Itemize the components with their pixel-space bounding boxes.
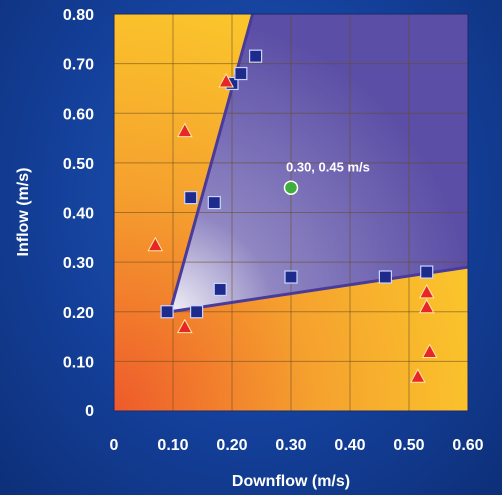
- boundary-line: [169, 265, 468, 314]
- y-tick-label: 0.30: [63, 255, 94, 272]
- square-marker: [378, 270, 392, 284]
- triangle-marker: [147, 236, 164, 252]
- circle-marker: [283, 180, 299, 195]
- triangle-marker: [410, 368, 426, 383]
- y-tick-label: 0.40: [63, 206, 94, 223]
- x-tick-label: 0: [110, 437, 119, 454]
- y-tick-label: 0.80: [63, 7, 94, 24]
- plot-frame: [113, 13, 469, 412]
- triangle-marker: [218, 72, 234, 88]
- square-marker: [207, 195, 221, 210]
- square-marker: [213, 282, 227, 297]
- data-points: [147, 49, 438, 383]
- square-marker: [190, 305, 204, 319]
- y-tick-label: 0.10: [63, 354, 94, 371]
- triangle-marker: [176, 318, 193, 334]
- x-axis-title: Downflow (m/s): [232, 473, 350, 490]
- square-marker: [160, 305, 174, 319]
- point-annotation: 0.30, 0.45 m/s: [286, 160, 370, 175]
- x-tick-label: 0.60: [452, 437, 483, 454]
- y-tick-labels: 0 0.10 0.20 0.30 0.40 0.50 0.60 0.70 0.80: [63, 7, 94, 420]
- boundary-line: [168, 14, 255, 313]
- triangle-marker: [418, 298, 435, 314]
- square-marker: [184, 191, 198, 205]
- square-marker: [234, 66, 248, 81]
- x-tick-label: 0.10: [157, 437, 188, 454]
- square-marker: [249, 49, 263, 63]
- x-tick-labels: 0 0.10 0.20 0.30 0.40 0.50 0.60: [110, 437, 484, 454]
- x-tick-label: 0.20: [216, 437, 247, 454]
- x-tick-label: 0.40: [334, 437, 365, 454]
- triangle-marker: [418, 283, 435, 299]
- x-tick-label: 0.30: [275, 437, 306, 454]
- y-tick-label: 0: [85, 403, 94, 420]
- triangle-marker: [176, 122, 193, 138]
- x-tick-label: 0.50: [393, 437, 424, 454]
- grid-lines: [114, 14, 468, 411]
- square-marker: [284, 270, 298, 284]
- y-tick-label: 0.20: [63, 305, 94, 322]
- triangle-marker: [421, 343, 438, 358]
- y-tick-label: 0.70: [63, 57, 94, 74]
- y-tick-label: 0.50: [63, 156, 94, 173]
- region-boundaries: [168, 14, 468, 314]
- square-marker: [420, 265, 434, 279]
- y-tick-label: 0.60: [63, 106, 94, 123]
- annotations: 0.30, 0.45 m/s: [286, 160, 370, 175]
- y-axis-title: Inflow (m/s): [15, 168, 32, 257]
